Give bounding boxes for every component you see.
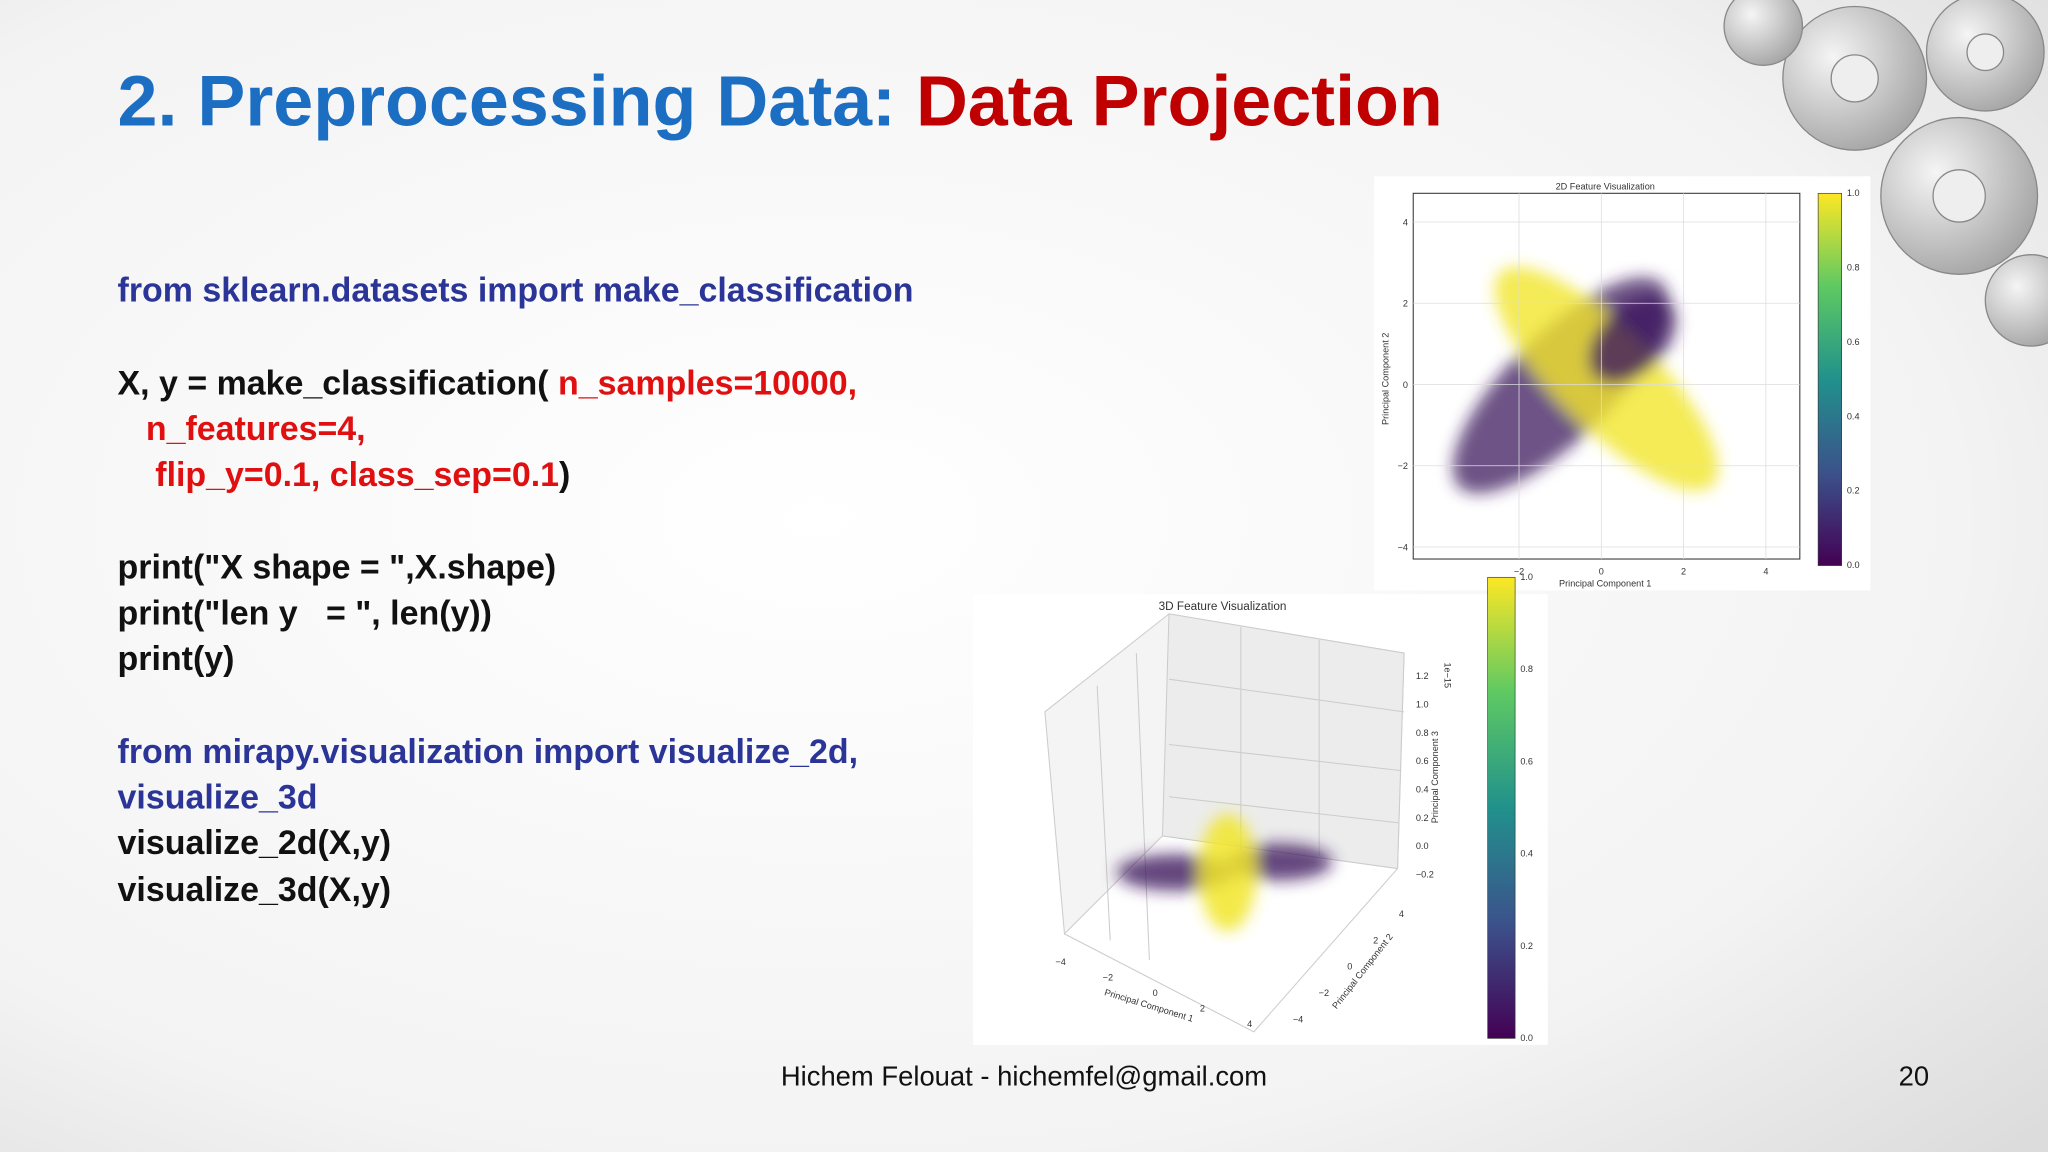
code-segment: from mirapy.visualization import visuali… [118, 733, 859, 771]
code-segment: X, y = make_classification( [118, 364, 558, 402]
y-tick-label: 0 [1403, 380, 1408, 390]
scatter-cloud [1116, 813, 1333, 932]
code-line: from mirapy.visualization import visuali… [118, 733, 859, 771]
z-tick-label: 1.0 [1416, 700, 1429, 710]
page-number: 20 [1899, 1060, 1929, 1091]
x-tick-label: 0 [1153, 988, 1158, 998]
code-block: from sklearn.datasets import make_classi… [118, 272, 914, 910]
z-axis-label: Principal Component 3 [1430, 731, 1440, 823]
y-tick-label: −2 [1398, 461, 1408, 471]
z-tick-label: 1.2 [1416, 671, 1429, 681]
code-segment: ) [559, 456, 570, 494]
code-line: visualize_2d(X,y) [118, 824, 392, 862]
y-tick-label: 4 [1403, 217, 1408, 227]
code-line: n_features=4, [118, 410, 366, 448]
y-tick-label: 4 [1399, 909, 1404, 919]
colorbar-tick-label: 1.0 [1847, 188, 1860, 198]
z-tick-label: 0.4 [1416, 785, 1429, 795]
code-line: visualize_3d [118, 778, 318, 816]
x-tick-label: −4 [1055, 957, 1065, 967]
code-segment: print(y) [118, 640, 235, 678]
y-tick-label: 2 [1373, 935, 1378, 945]
x-tick-label: 0 [1599, 567, 1604, 577]
z-tick-label: 0.2 [1416, 813, 1429, 823]
code-line: print("X shape = ",X.shape) [118, 549, 557, 587]
z-tick-label: 0.8 [1416, 728, 1429, 738]
y-tick-label: −4 [1293, 1014, 1303, 1024]
code-segment: visualize_2d(X,y) [118, 824, 392, 862]
colorbar-tick-label: 0.4 [1847, 411, 1860, 421]
axes-frame [1412, 192, 1801, 560]
gears-decoration [1723, 0, 2048, 347]
colorbar-tick-label: 0.4 [1520, 849, 1533, 859]
y-tick-label: −4 [1398, 542, 1408, 552]
x-tick-label: −2 [1514, 567, 1524, 577]
colorbar-tick-label: 0.8 [1520, 664, 1533, 674]
colorbar [1487, 576, 1516, 1039]
colorbar-tick-label: 0.0 [1847, 560, 1860, 570]
code-segment: n_features=4, [118, 410, 366, 448]
y-tick-label: 0 [1347, 962, 1352, 972]
code-segment: print("len y = ", len(y)) [118, 594, 492, 632]
code-segment: n_samples=10000, [558, 364, 857, 402]
colorbar-tick-label: 0.2 [1847, 486, 1860, 496]
z-tick-label: −0.2 [1416, 870, 1434, 880]
code-line: X, y = make_classification( n_samples=10… [118, 364, 858, 402]
figure-title: 3D Feature Visualization [1159, 600, 1287, 613]
z-offset: 1e−15 [1443, 662, 1453, 688]
colorbar-tick-label: 0.2 [1520, 941, 1533, 951]
z-tick-label: 0.6 [1416, 756, 1429, 766]
title-part: Data Projection [916, 61, 1443, 141]
code-line: from sklearn.datasets import make_classi… [118, 272, 914, 310]
x-axis-label: Principal Component 1 [1559, 578, 1651, 588]
x-tick-label: 2 [1681, 567, 1686, 577]
code-segment: print("X shape = ",X.shape) [118, 549, 557, 587]
code-segment: from sklearn.datasets import make_classi… [118, 272, 914, 310]
colorbar-tick-label: 0.0 [1520, 1033, 1533, 1043]
slide-title: 2. Preprocessing Data: Data Projection [118, 61, 1443, 141]
y-tick-label: 2 [1403, 299, 1408, 309]
code-line: print("len y = ", len(y)) [118, 594, 492, 632]
code-segment: visualize_3d(X,y) [118, 871, 392, 909]
figure-2d: 2D Feature Visualization Principal Compo… [1374, 176, 1871, 591]
colorbar-tick-label: 0.6 [1520, 756, 1533, 766]
z-tick-label: 0.0 [1416, 841, 1429, 851]
footer: Hichem Felouat - hichemfel@gmail.com [781, 1060, 1267, 1091]
title-part: 2. Preprocessing Data: [118, 61, 916, 141]
x-tick-label: 2 [1200, 1003, 1205, 1013]
y-axis-label: Principal Component 2 [1380, 333, 1390, 425]
figure-title: 2D Feature Visualization [1556, 181, 1655, 191]
y-tick-label: −2 [1319, 988, 1329, 998]
colorbar-tick-label: 0.8 [1847, 262, 1860, 272]
colorbar-tick-label: 0.6 [1847, 337, 1860, 347]
code-line: flip_y=0.1, class_sep=0.1) [118, 456, 571, 494]
x-tick-label: −2 [1103, 973, 1113, 983]
figure-3d: 3D Feature Visualization 1e−15 Principal… [973, 572, 1548, 1045]
colorbar-tick-label: 1.0 [1520, 572, 1533, 582]
code-line: visualize_3d(X,y) [118, 871, 392, 909]
code-segment: flip_y=0.1, class_sep=0.1 [118, 456, 560, 494]
x-tick-label: 4 [1247, 1019, 1252, 1029]
code-line: print(y) [118, 640, 235, 678]
x-tick-label: 4 [1763, 567, 1768, 577]
colorbar [1817, 192, 1842, 566]
scatter-cloud [1452, 266, 1719, 494]
code-segment: visualize_3d [118, 778, 318, 816]
